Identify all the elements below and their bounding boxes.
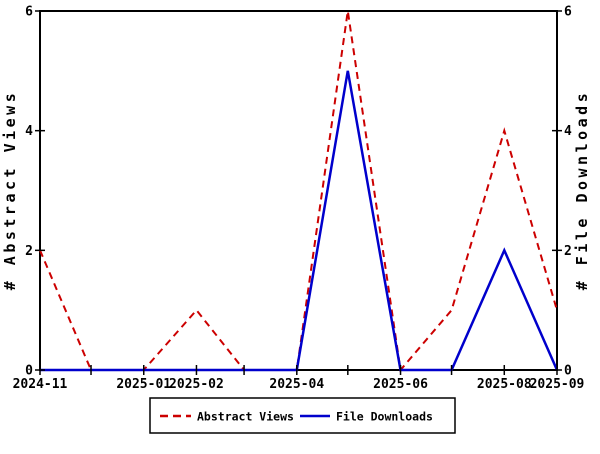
- plot-frame: [39, 10, 558, 371]
- y-tick-label-left: 4: [25, 124, 33, 139]
- legend-label-abstract-views: Abstract Views: [197, 410, 294, 424]
- y-tick-label-right: 6: [564, 5, 572, 20]
- y-tick-label-right: 0: [564, 364, 572, 379]
- legend-label-file-downloads: File Downloads: [336, 410, 433, 424]
- x-tick-label: 2025-02: [169, 377, 224, 392]
- y-tick-label-left: 2: [25, 244, 33, 259]
- x-tick-label: 2025-04: [269, 377, 324, 392]
- y-tick-label-right: 2: [564, 244, 572, 259]
- x-tick-label: 2025-06: [373, 377, 428, 392]
- x-tick-label: 2024-11: [13, 377, 68, 392]
- x-tick-label: 2025-08: [477, 377, 532, 392]
- y-axis-left-ticks: 0 2 4 6: [25, 5, 45, 379]
- x-tick-label: 2025-01: [116, 377, 171, 392]
- y-tick-label-left: 6: [25, 5, 33, 20]
- legend: Abstract Views File Downloads: [149, 397, 456, 434]
- y-axis-left-label: # Abstract Views: [1, 90, 19, 291]
- y-axis-right-label: # File Downloads: [573, 90, 591, 291]
- x-tick-label: 2025-09: [530, 377, 585, 392]
- y-tick-label-right: 4: [564, 124, 572, 139]
- y-tick-label-left: 0: [25, 364, 33, 379]
